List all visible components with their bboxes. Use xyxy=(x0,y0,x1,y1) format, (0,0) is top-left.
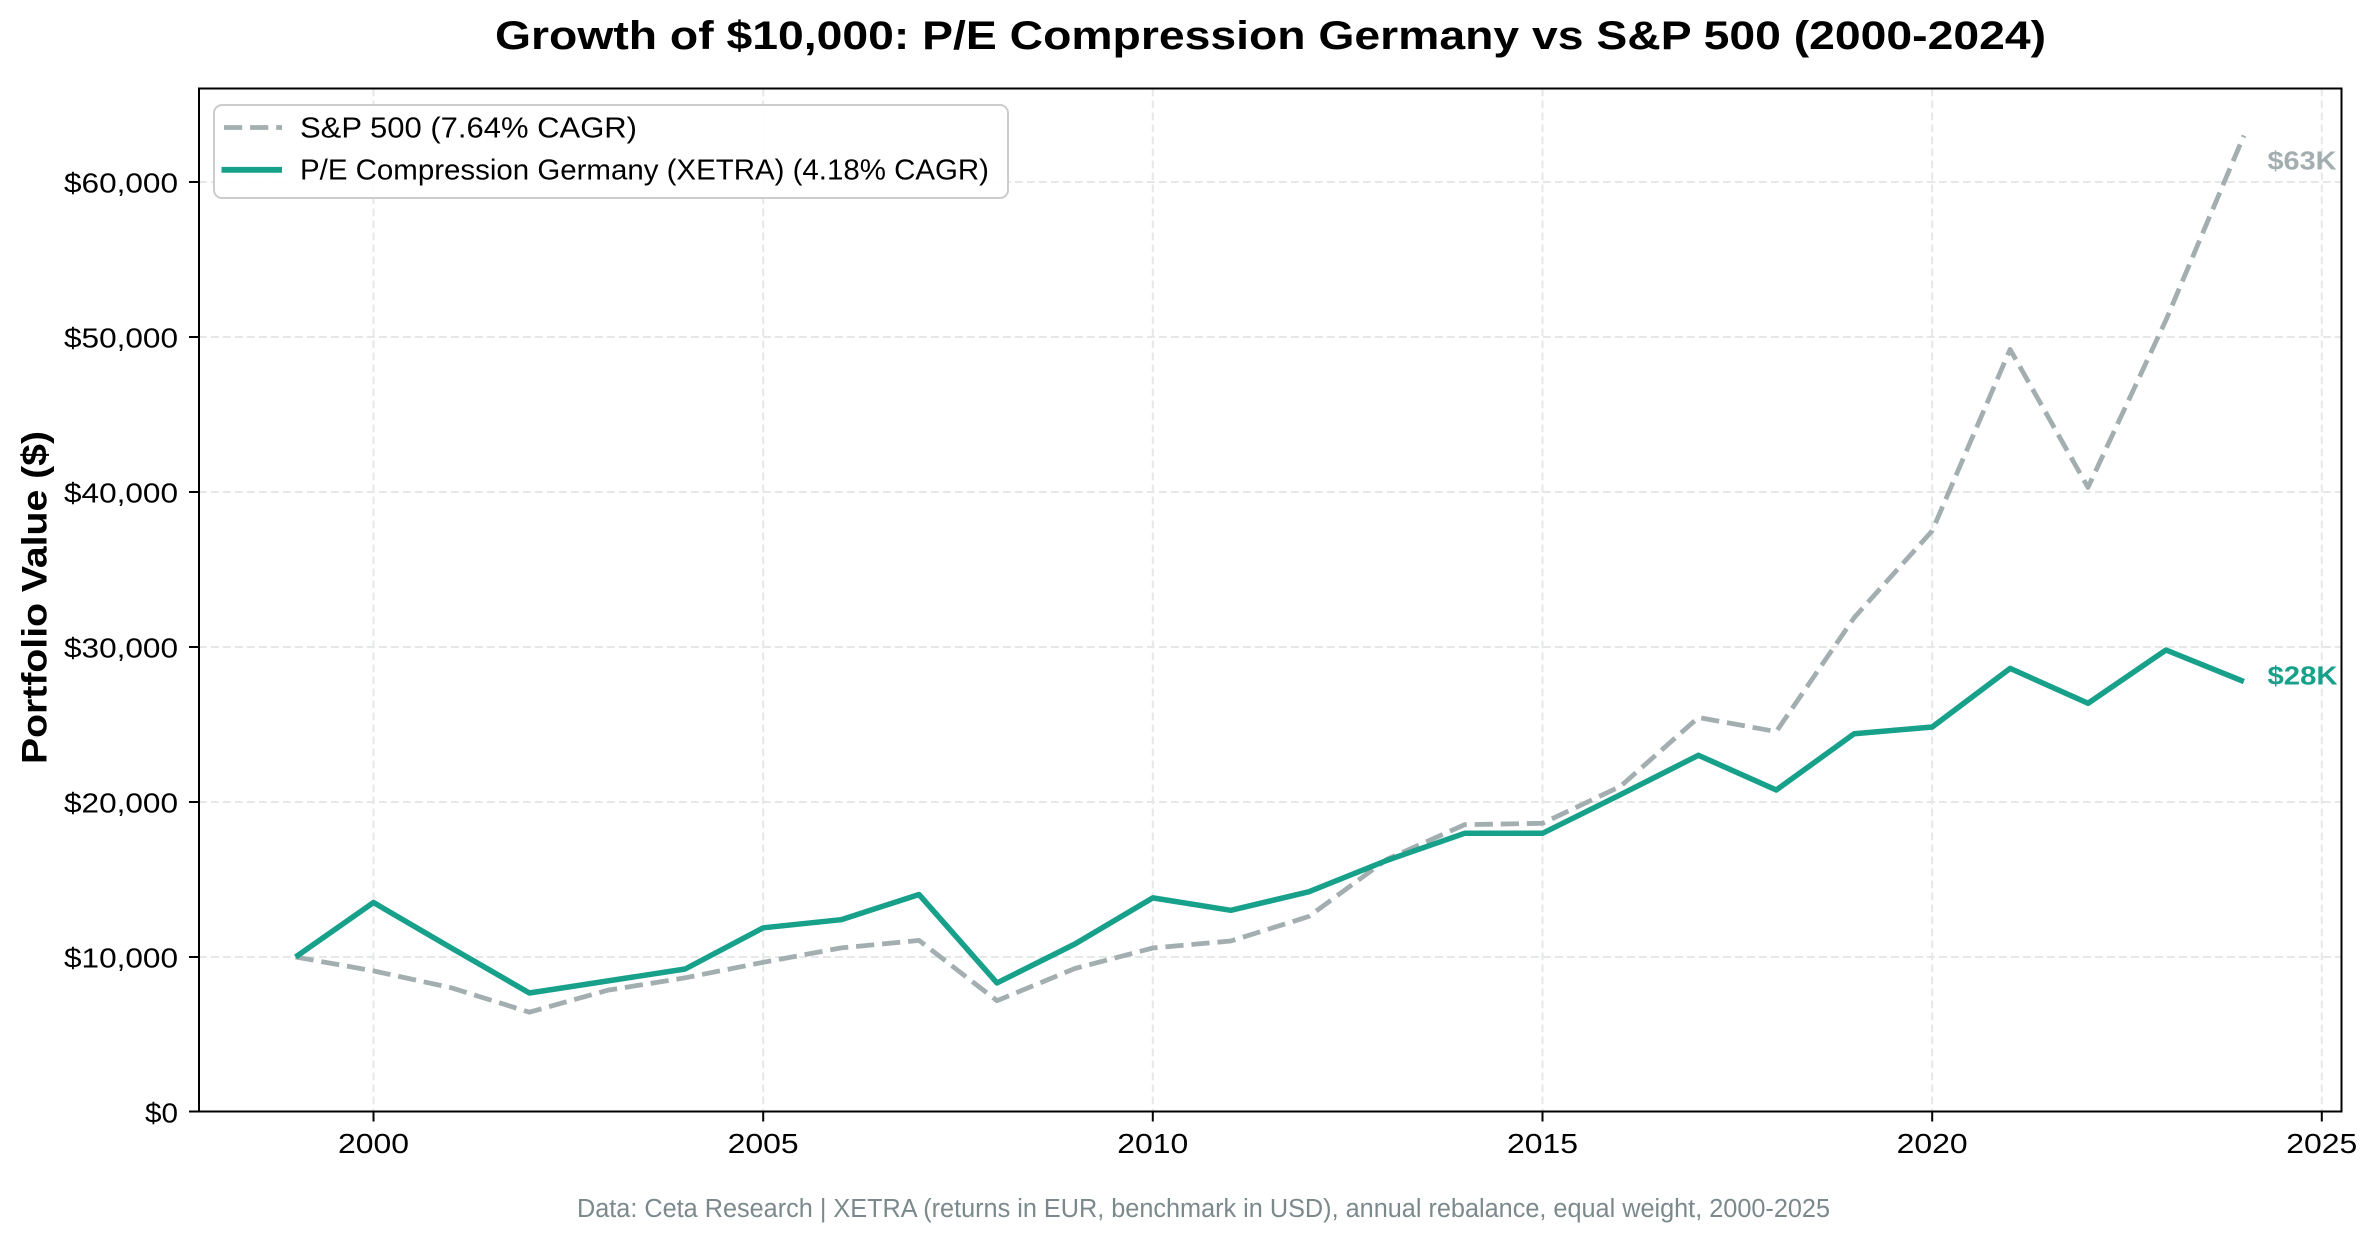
svg-text:$40,000: $40,000 xyxy=(64,478,178,509)
svg-text:2025: 2025 xyxy=(2286,1128,2357,1159)
svg-text:2000: 2000 xyxy=(338,1128,409,1159)
svg-text:$63K: $63K xyxy=(2268,148,2338,176)
svg-text:2020: 2020 xyxy=(1897,1128,1968,1159)
svg-text:2005: 2005 xyxy=(728,1128,799,1159)
svg-text:$30,000: $30,000 xyxy=(64,633,178,664)
svg-text:Data: Ceta Research | XETRA (r: Data: Ceta Research | XETRA (returns in … xyxy=(577,1195,1830,1223)
svg-text:$50,000: $50,000 xyxy=(64,323,178,354)
svg-text:$0: $0 xyxy=(145,1098,178,1129)
svg-text:$10,000: $10,000 xyxy=(64,943,178,974)
svg-text:2015: 2015 xyxy=(1507,1128,1578,1159)
svg-text:$60,000: $60,000 xyxy=(64,168,178,199)
svg-text:Portfolio Value ($): Portfolio Value ($) xyxy=(16,431,55,764)
svg-text:$28K: $28K xyxy=(2268,663,2339,691)
svg-text:$20,000: $20,000 xyxy=(64,788,178,819)
svg-text:2010: 2010 xyxy=(1117,1128,1188,1159)
svg-text:P/E Compression Germany (XETRA: P/E Compression Germany (XETRA) (4.18% C… xyxy=(300,155,989,187)
svg-text:Growth of $10,000: P/E Compres: Growth of $10,000: P/E Compression Germa… xyxy=(495,14,2046,58)
svg-text:S&P 500 (7.64% CAGR): S&P 500 (7.64% CAGR) xyxy=(300,113,637,145)
